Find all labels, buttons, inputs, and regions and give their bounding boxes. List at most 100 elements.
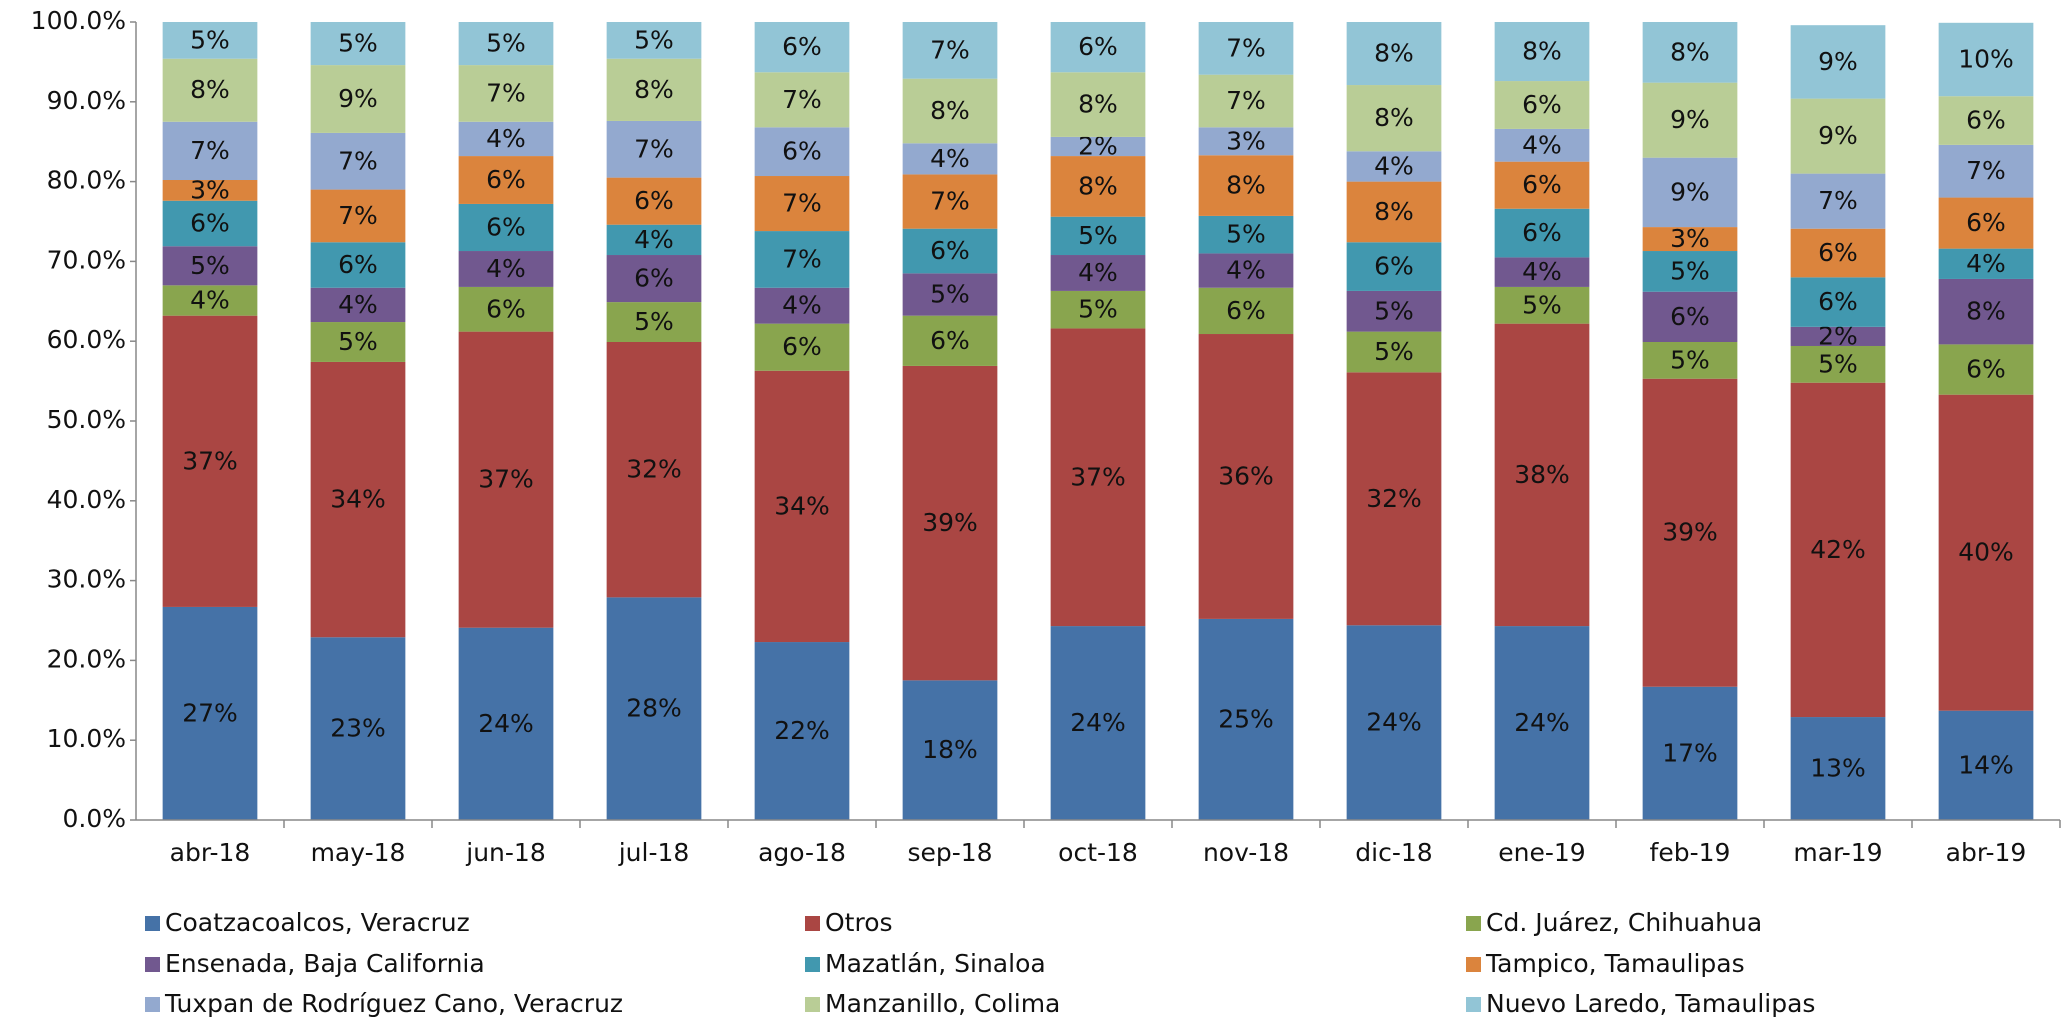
data-label: 6% [1966, 208, 2006, 237]
bar-segment [754, 287, 850, 324]
data-label: 5% [1670, 345, 1710, 374]
data-label: 24% [478, 709, 534, 738]
data-label: 4% [338, 290, 378, 319]
data-label: 37% [478, 465, 534, 494]
bar-segment [1790, 277, 1886, 327]
bar-segment [458, 286, 554, 332]
bar-segment [1050, 156, 1146, 217]
bar-segment [606, 224, 702, 256]
bar-segment [1938, 96, 2034, 145]
bar-segment [606, 341, 702, 598]
bar-segment [606, 177, 702, 225]
data-label: 8% [1374, 197, 1414, 226]
bar-segment [1790, 345, 1886, 383]
data-label: 34% [330, 485, 386, 514]
bar-segment [754, 72, 850, 128]
data-label: 9% [1670, 177, 1710, 206]
data-label: 37% [1070, 462, 1126, 491]
bar-segment [1938, 278, 2034, 345]
data-label: 7% [338, 146, 378, 175]
x-tick-label: mar-19 [1793, 838, 1882, 867]
bar-segment [1642, 22, 1738, 83]
data-label: 25% [1218, 704, 1274, 733]
data-label: 8% [1966, 297, 2006, 326]
legend-label: Coatzacoalcos, Veracruz [165, 908, 470, 937]
bar-segment [162, 121, 258, 181]
data-label: 8% [1374, 39, 1414, 68]
data-label: 6% [338, 250, 378, 279]
data-label: 6% [782, 32, 822, 61]
y-tick-label: 60.0% [47, 325, 126, 354]
bar-segment [1494, 161, 1590, 209]
y-tick-label: 90.0% [47, 86, 126, 115]
bar-segment [1494, 626, 1590, 820]
data-label: 7% [1818, 186, 1858, 215]
data-label: 4% [190, 286, 230, 315]
data-label: 6% [1078, 32, 1118, 61]
bar-segment [310, 189, 406, 243]
data-label: 5% [634, 25, 674, 54]
x-tick-label: nov-18 [1203, 838, 1289, 867]
bar-segment [458, 251, 554, 287]
y-tick-label: 30.0% [47, 565, 126, 594]
bar-segment [1494, 286, 1590, 324]
bar-segment [754, 22, 850, 73]
x-tick-label: jun-18 [465, 838, 545, 867]
data-label: 14% [1958, 750, 2014, 779]
legend-label: Cd. Juárez, Chihuahua [1486, 908, 1762, 937]
data-label: 6% [1670, 302, 1710, 331]
data-label: 6% [782, 137, 822, 166]
data-label: 8% [1078, 171, 1118, 200]
data-label: 6% [782, 332, 822, 361]
bar-segment [902, 22, 998, 79]
data-label: 17% [1662, 738, 1718, 767]
legend-swatch [1466, 916, 1481, 931]
data-label: 4% [1522, 130, 1562, 159]
data-label: 23% [330, 714, 386, 743]
bar-segment [1938, 394, 2034, 711]
bar-segment [162, 315, 258, 607]
bar-segment [1198, 22, 1294, 75]
data-label: 38% [1514, 460, 1570, 489]
bar-segment [1494, 81, 1590, 129]
x-tick-label: oct-18 [1058, 838, 1138, 867]
bar-segment [902, 174, 998, 229]
bar-segment [1198, 74, 1294, 128]
bar-segment [606, 58, 702, 121]
bar-segment [458, 22, 554, 66]
bar-segment [1346, 372, 1442, 626]
bar-segment [1938, 144, 2034, 198]
bar-segment [902, 365, 998, 681]
x-tick-label: abr-18 [170, 838, 251, 867]
data-label: 18% [922, 735, 978, 764]
bar-segment [162, 246, 258, 286]
bar-segment [1642, 378, 1738, 687]
data-label: 8% [1374, 103, 1414, 132]
bar-segment [606, 120, 702, 178]
data-label: 6% [486, 165, 526, 194]
data-label: 7% [782, 189, 822, 218]
bar-segment [1346, 85, 1442, 152]
bar-segment [458, 331, 554, 628]
data-label: 3% [1226, 126, 1266, 155]
data-label: 13% [1810, 754, 1866, 783]
y-tick-label: 70.0% [47, 245, 126, 274]
bar-segment [902, 143, 998, 175]
legend-swatch [145, 916, 160, 931]
data-label: 8% [190, 75, 230, 104]
legend-swatch [145, 957, 160, 972]
data-label: 6% [1818, 287, 1858, 316]
bar-segment [310, 361, 406, 638]
bar-segment [1346, 331, 1442, 373]
bar-segment [1642, 341, 1738, 379]
bar-segment [754, 323, 850, 371]
bar-segment [1642, 157, 1738, 228]
bar-segment [1790, 717, 1886, 820]
bar-segment [1642, 82, 1738, 158]
bar-segment [1938, 710, 2034, 820]
data-label: 37% [182, 446, 238, 475]
bar-segment [162, 58, 258, 122]
legend-swatch [805, 957, 820, 972]
data-label: 5% [1078, 221, 1118, 250]
bar-segment [1494, 257, 1590, 287]
